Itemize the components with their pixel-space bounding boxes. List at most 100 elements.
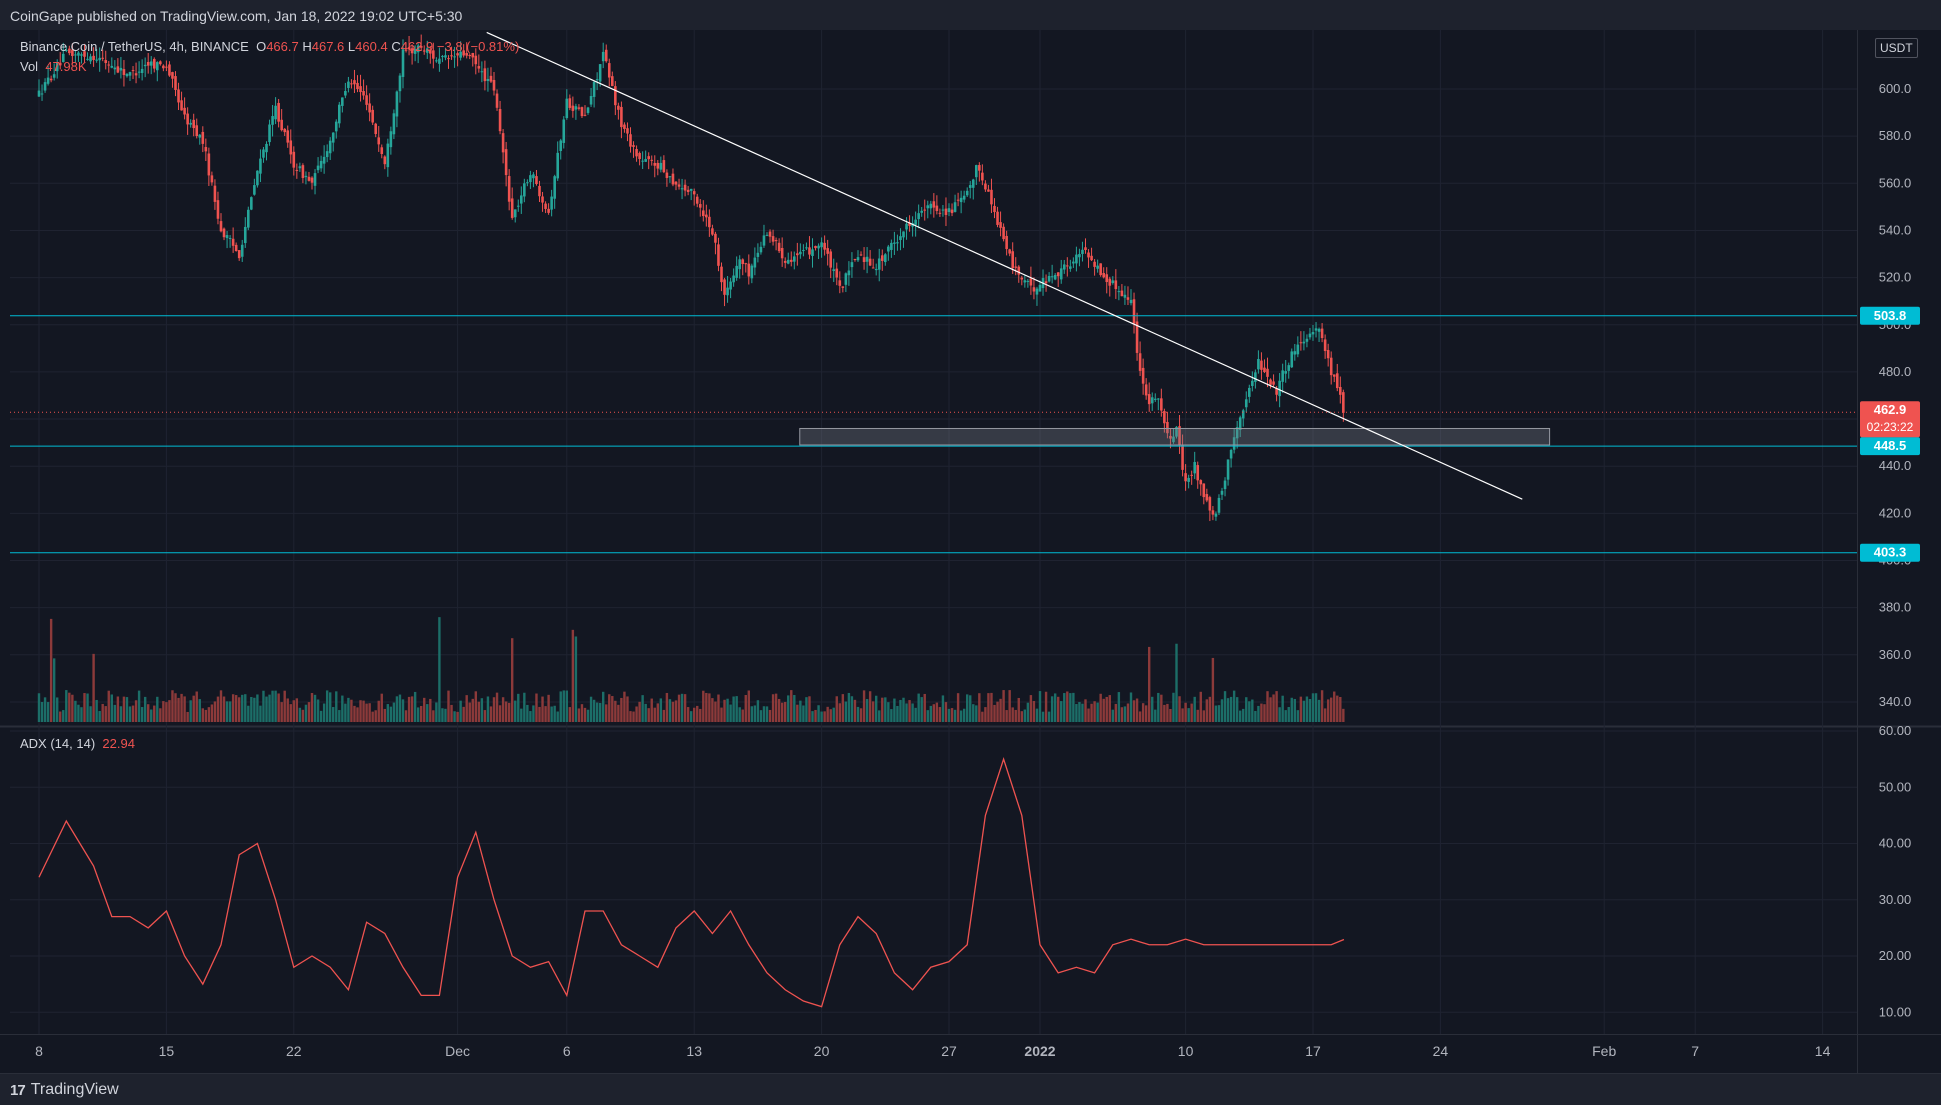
candle-body bbox=[1081, 249, 1084, 254]
volume-bar bbox=[629, 711, 632, 722]
volume-bar bbox=[723, 699, 726, 722]
volume-bar bbox=[489, 706, 493, 722]
volume-bar bbox=[656, 703, 659, 722]
candle-body bbox=[146, 61, 150, 66]
volume-bar bbox=[1160, 694, 1163, 722]
candle-body bbox=[110, 65, 114, 68]
candle-body bbox=[371, 109, 374, 123]
candle-body bbox=[58, 62, 62, 66]
candle-body bbox=[1314, 328, 1318, 331]
candle-body bbox=[513, 209, 517, 218]
candle-body bbox=[152, 58, 156, 69]
adx-tick-label: 20.00 bbox=[1879, 948, 1912, 963]
candle-body bbox=[589, 96, 593, 105]
volume-bar bbox=[386, 704, 390, 722]
volume-bar bbox=[501, 697, 505, 722]
volume-bar bbox=[820, 711, 823, 722]
volume-bar bbox=[808, 696, 811, 722]
volume-bar bbox=[256, 694, 259, 722]
volume-bar bbox=[1342, 708, 1345, 722]
volume-bar bbox=[1239, 710, 1242, 722]
volume-bar bbox=[1050, 696, 1054, 722]
candle-body bbox=[189, 122, 192, 125]
candle-body bbox=[277, 102, 280, 122]
volume-bar bbox=[538, 706, 541, 722]
volume-bar bbox=[122, 696, 126, 722]
candle-body bbox=[65, 49, 68, 51]
candle-body bbox=[359, 86, 362, 93]
volume-bar bbox=[438, 617, 441, 722]
demand-zone bbox=[799, 427, 1551, 446]
candle-body bbox=[247, 209, 250, 228]
candle-body bbox=[468, 55, 472, 57]
volume-bar bbox=[517, 693, 520, 722]
volume-bar bbox=[392, 702, 396, 722]
candle-body bbox=[353, 80, 356, 85]
volume-bar bbox=[1132, 700, 1136, 722]
gridlines bbox=[10, 30, 1857, 1034]
candle-body bbox=[1275, 388, 1278, 395]
price-tick-label: 560.0 bbox=[1879, 175, 1912, 190]
candle-body bbox=[1002, 226, 1005, 240]
volume-label[interactable]: Vol bbox=[20, 59, 39, 74]
volume-bar bbox=[432, 710, 435, 722]
time-tick-label: 14 bbox=[1815, 1043, 1831, 1059]
candle-body bbox=[386, 143, 390, 168]
candle-body bbox=[617, 105, 620, 110]
candle-body bbox=[799, 251, 802, 255]
tradingview-logo[interactable]: 17 TradingView bbox=[10, 1081, 119, 1099]
candle-body bbox=[1150, 397, 1154, 404]
volume-bar bbox=[1084, 699, 1087, 722]
candle-body bbox=[113, 67, 117, 70]
volume-bar bbox=[887, 702, 890, 722]
volume-legend: Vol 47.98K bbox=[20, 59, 87, 74]
candle-body bbox=[929, 203, 933, 209]
candle-body bbox=[334, 121, 338, 132]
candle-body bbox=[978, 165, 981, 171]
volume-bar bbox=[213, 701, 217, 722]
candle-body bbox=[1181, 444, 1184, 470]
support1-badge-label: 448.5 bbox=[1874, 438, 1907, 453]
volume-bar bbox=[784, 701, 787, 722]
candle-body bbox=[526, 182, 529, 184]
candle-body bbox=[289, 140, 293, 155]
candle-body bbox=[1342, 392, 1345, 413]
volume-bar bbox=[101, 703, 104, 722]
candle-body bbox=[1308, 333, 1312, 338]
candle-body bbox=[959, 197, 963, 203]
volume-bar bbox=[92, 653, 95, 722]
volume-bar bbox=[1075, 704, 1078, 722]
candle-body bbox=[535, 176, 538, 185]
candle-body bbox=[1332, 374, 1336, 377]
time-tick-label: Feb bbox=[1592, 1043, 1616, 1059]
volume-bar bbox=[580, 704, 584, 722]
currency-unit-button[interactable]: USDT bbox=[1875, 38, 1918, 58]
candle-body bbox=[802, 249, 805, 251]
volume-bar bbox=[523, 692, 526, 722]
candle-body bbox=[1223, 480, 1227, 490]
volume-bar bbox=[850, 696, 854, 722]
candle-body bbox=[450, 55, 453, 57]
volume-bar bbox=[40, 701, 44, 722]
adx-label[interactable]: ADX (14, 14) bbox=[20, 736, 96, 751]
candle-body bbox=[553, 176, 556, 199]
volume-bar bbox=[571, 629, 575, 722]
candle-body bbox=[607, 63, 611, 78]
volume-bar bbox=[447, 690, 450, 722]
resistance-badge-label: 503.8 bbox=[1874, 308, 1907, 323]
volume-bar bbox=[244, 694, 247, 722]
volume-bar bbox=[398, 694, 402, 722]
volume-bar bbox=[1205, 699, 1209, 722]
candle-body bbox=[738, 259, 741, 270]
volume-bar bbox=[532, 705, 535, 722]
volume-bar bbox=[1032, 700, 1036, 722]
candle-body bbox=[1251, 380, 1254, 386]
symbol-name[interactable]: Binance Coin / TetherUS, 4h, BINANCE bbox=[20, 39, 249, 54]
candle-body bbox=[568, 98, 572, 108]
candle-body bbox=[504, 149, 508, 176]
volume-bar bbox=[450, 704, 453, 722]
volume-bar bbox=[347, 697, 350, 722]
candle-body bbox=[856, 257, 860, 261]
candle-body bbox=[101, 57, 104, 59]
